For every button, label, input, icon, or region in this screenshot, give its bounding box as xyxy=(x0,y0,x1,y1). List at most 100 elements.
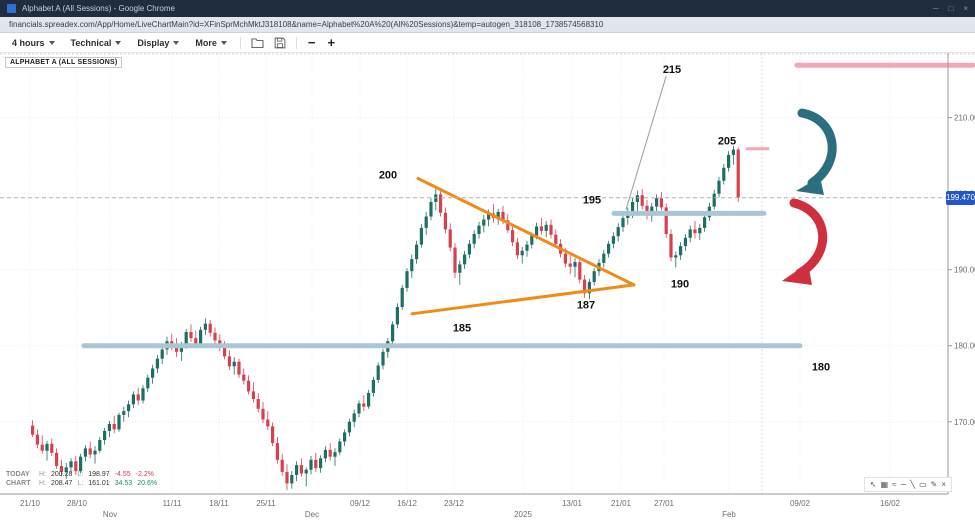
candle xyxy=(103,427,107,445)
candle xyxy=(727,151,731,172)
save-chart-button[interactable] xyxy=(269,37,291,49)
candle xyxy=(347,418,351,437)
candle xyxy=(626,207,630,225)
window-controls: ─ □ × xyxy=(933,4,968,13)
candle xyxy=(640,189,644,210)
pencil-tool-icon[interactable]: ✎ xyxy=(930,480,938,489)
zoom-in-button[interactable]: + xyxy=(327,35,336,50)
timeframe-dropdown[interactable]: 4 hours xyxy=(4,36,63,50)
horizontal-line-tool-icon[interactable]: ─ xyxy=(900,480,907,489)
candle xyxy=(319,455,323,473)
candle xyxy=(391,321,395,345)
candle xyxy=(271,422,275,447)
price-annotation-190[interactable]: 190 xyxy=(671,278,689,290)
candle xyxy=(376,362,380,383)
upper-triangle-trendline[interactable] xyxy=(416,177,636,287)
maximize-button[interactable]: □ xyxy=(948,4,954,13)
price-annotation-185[interactable]: 185 xyxy=(453,323,471,335)
price-annotation-215[interactable]: 215 xyxy=(663,64,681,76)
zoom-out-button[interactable]: − xyxy=(307,35,316,50)
chart-grid-tool-icon[interactable]: ▦ xyxy=(880,480,889,489)
candle xyxy=(453,243,457,279)
bullish-curve-arrow[interactable] xyxy=(796,108,837,195)
candle xyxy=(664,203,668,238)
indicator-tool-icon[interactable]: ≈ xyxy=(892,480,897,489)
window-title: Alphabet A (All Sessions) - Google Chrom… xyxy=(22,4,175,13)
price-annotation-180[interactable]: 180 xyxy=(812,361,830,373)
candle xyxy=(703,213,707,232)
x-axis-month-label: 2025 xyxy=(514,510,532,519)
candle xyxy=(98,437,102,453)
candle xyxy=(693,221,697,239)
candle xyxy=(568,255,572,275)
candle xyxy=(323,446,327,463)
candle xyxy=(645,199,649,220)
display-dropdown[interactable]: Display xyxy=(129,36,187,50)
breakout-projection-line[interactable] xyxy=(625,76,667,211)
candle xyxy=(299,458,303,477)
close-toolbar-icon[interactable]: × xyxy=(941,480,946,489)
candle xyxy=(688,225,692,243)
chevron-down-icon xyxy=(48,40,55,45)
y-axis-label: 180.00 xyxy=(954,342,975,351)
candle xyxy=(443,207,447,234)
candle xyxy=(367,389,371,409)
toolbar-separator xyxy=(239,36,241,49)
candle xyxy=(232,357,236,375)
price-annotation-200[interactable]: 200 xyxy=(379,170,397,182)
cursor-tool-icon[interactable]: ↖ xyxy=(869,480,877,489)
candle xyxy=(83,445,87,462)
open-chart-button[interactable] xyxy=(246,37,269,48)
candle xyxy=(295,461,299,482)
legend-change-value: 34.53 xyxy=(114,480,133,487)
technical-dropdown[interactable]: Technical xyxy=(63,36,130,50)
legend-high-value: 208.47 xyxy=(51,480,73,487)
candle xyxy=(242,368,246,385)
page-url[interactable]: financials.spreadex.com/App/Home/LiveCha… xyxy=(9,20,604,29)
candle xyxy=(237,358,241,378)
close-button[interactable]: × xyxy=(963,4,968,13)
legend-change-value: -4.55 xyxy=(114,471,131,478)
candle xyxy=(304,467,308,487)
candle xyxy=(669,229,673,262)
legend-high-value: 200.28 xyxy=(51,471,73,478)
candle xyxy=(213,327,217,345)
candle xyxy=(290,471,294,489)
x-axis-label: 27/01 xyxy=(654,499,675,508)
legend-low-value: 198.97 xyxy=(88,471,110,478)
candle xyxy=(405,268,409,292)
minimize-button[interactable]: ─ xyxy=(932,4,939,13)
candle xyxy=(74,456,78,475)
price-annotation-195[interactable]: 195 xyxy=(583,195,601,207)
candle xyxy=(146,374,150,393)
legend-change-pct: 20.6% xyxy=(137,480,158,487)
legend-low-value: 161.01 xyxy=(88,480,110,487)
price-annotation-205[interactable]: 205 xyxy=(718,135,736,147)
address-bar[interactable]: financials.spreadex.com/App/Home/LiveCha… xyxy=(0,17,975,33)
candle xyxy=(155,354,159,374)
trendline-tool-icon[interactable]: ╲ xyxy=(910,480,916,489)
candle xyxy=(731,145,735,165)
legend-chart-row: CHART H: 208.47 L: 161.01 34.53 20.6% xyxy=(6,479,157,488)
candle xyxy=(362,395,366,412)
candle xyxy=(434,186,438,211)
chart-area[interactable]: 215205200195190187185180210.00200.00190.… xyxy=(0,53,975,525)
candle xyxy=(587,278,591,300)
save-icon xyxy=(274,37,286,48)
bearish-curve-arrow[interactable] xyxy=(782,198,828,285)
candle xyxy=(515,237,519,260)
candle xyxy=(203,318,207,336)
x-axis-label: 11/11 xyxy=(163,499,182,508)
candle xyxy=(472,230,476,249)
candle xyxy=(655,194,659,214)
price-chart[interactable]: 215205200195190187185180210.00200.00190.… xyxy=(0,53,975,525)
more-dropdown[interactable]: More xyxy=(187,36,235,50)
price-annotation-187[interactable]: 187 xyxy=(577,300,595,312)
rectangle-tool-icon[interactable]: ▭ xyxy=(919,480,927,489)
candle xyxy=(107,421,111,437)
x-axis-label: 28/10 xyxy=(67,499,88,508)
x-axis-label: 13/01 xyxy=(562,499,583,508)
candle xyxy=(285,464,289,491)
lower-triangle-trendline[interactable] xyxy=(410,283,636,316)
candle xyxy=(424,211,428,235)
